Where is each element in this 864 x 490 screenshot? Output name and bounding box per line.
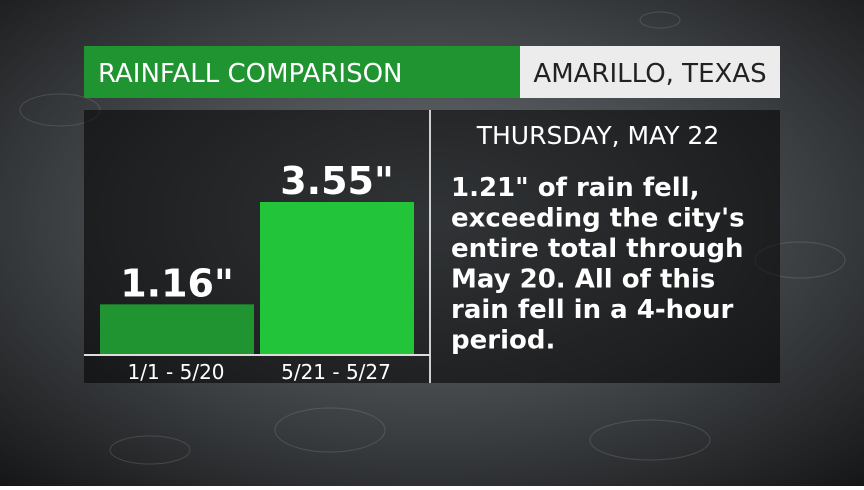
date: THURSDAY, MAY 22 [476,121,720,150]
value-label: 3.55" [280,159,394,203]
bar [260,202,414,354]
ripples [19,11,846,465]
note-line: entire total through [451,234,743,264]
title-bar [84,46,520,98]
chart-title: RAINFALL COMPARISON [98,59,403,89]
note-line: period. [451,326,555,356]
x-tick-label: 1/1 - 5/20 [127,360,224,384]
location: AMARILLO, TEXAS [533,59,766,89]
note-line: rain fell in a 4-hour [451,295,733,325]
note-line: exceeding the city's [451,204,745,234]
x-tick-label: 5/21 - 5/27 [281,360,391,384]
location-box [520,46,780,98]
note-line: May 20. All of this [451,265,715,295]
bar [100,304,254,354]
note-line: 1.21" of rain fell, [451,173,699,203]
value-label: 1.16" [120,261,234,305]
